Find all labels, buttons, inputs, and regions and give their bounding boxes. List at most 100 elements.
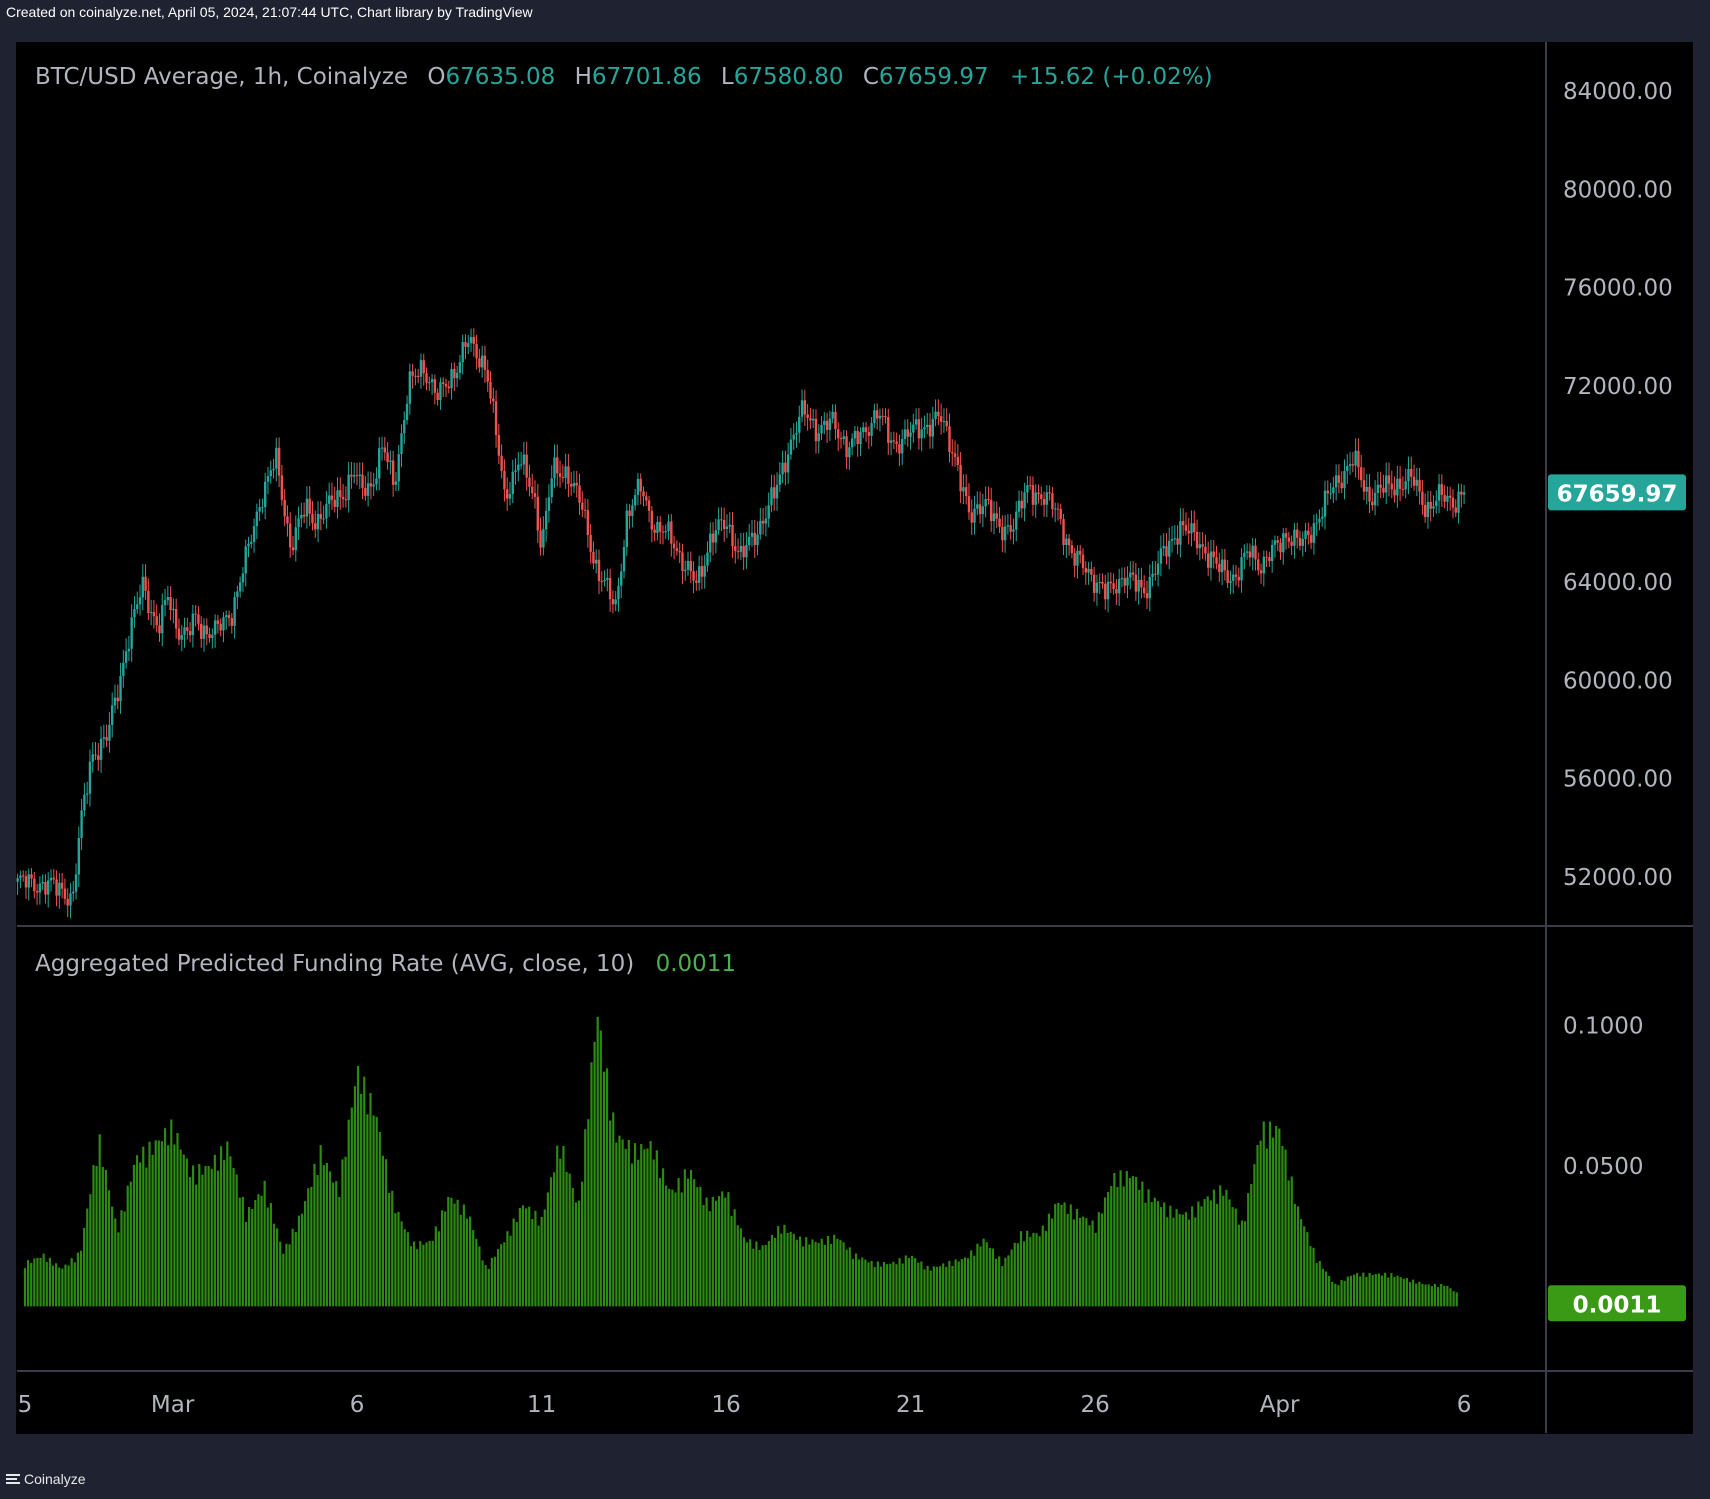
funding-bar[interactable] <box>770 1234 774 1307</box>
funding-bar[interactable] <box>546 1192 549 1307</box>
funding-bar[interactable] <box>223 1160 226 1307</box>
price-candle[interactable] <box>992 501 996 535</box>
funding-bar[interactable] <box>229 1156 232 1307</box>
funding-bar[interactable] <box>926 1265 929 1307</box>
funding-bar[interactable] <box>1044 1230 1047 1307</box>
price-candle[interactable] <box>681 543 684 585</box>
funding-bar[interactable] <box>36 1257 39 1307</box>
price-candle[interactable] <box>817 424 820 454</box>
price-candle[interactable] <box>1284 527 1288 550</box>
price-candle[interactable] <box>1435 490 1438 514</box>
funding-bar[interactable] <box>559 1158 562 1307</box>
price-candle[interactable] <box>97 742 100 771</box>
funding-bar[interactable] <box>1262 1121 1265 1307</box>
price-candle[interactable] <box>289 512 292 558</box>
price-candle[interactable] <box>1232 564 1235 594</box>
funding-bar[interactable] <box>304 1201 307 1307</box>
funding-bar[interactable] <box>1415 1283 1418 1307</box>
funding-bar[interactable] <box>151 1154 154 1307</box>
funding-bar[interactable] <box>101 1166 104 1307</box>
price-candle[interactable] <box>316 501 320 543</box>
price-candle[interactable] <box>1098 573 1101 594</box>
price-candle[interactable] <box>1429 490 1432 522</box>
funding-bar[interactable] <box>1250 1183 1253 1307</box>
price-candle[interactable] <box>998 506 1001 534</box>
price-candle[interactable] <box>767 492 770 528</box>
funding-bar[interactable] <box>431 1240 434 1307</box>
funding-bar[interactable] <box>201 1174 204 1307</box>
funding-bar[interactable] <box>1166 1217 1169 1307</box>
funding-bar[interactable] <box>79 1250 83 1307</box>
funding-bar[interactable] <box>1054 1204 1057 1307</box>
price-candle[interactable] <box>873 403 876 428</box>
price-candle[interactable] <box>166 585 170 606</box>
price-candle[interactable] <box>1040 486 1043 506</box>
funding-bar[interactable] <box>633 1143 637 1307</box>
funding-bar[interactable] <box>142 1146 145 1307</box>
funding-bar[interactable] <box>677 1178 680 1307</box>
funding-bar[interactable] <box>817 1242 820 1307</box>
funding-bar[interactable] <box>1380 1275 1384 1307</box>
price-candle[interactable] <box>1407 456 1410 495</box>
price-candle[interactable] <box>770 474 773 513</box>
funding-bar[interactable] <box>1181 1214 1184 1307</box>
funding-bar[interactable] <box>1203 1199 1206 1307</box>
funding-bar[interactable] <box>1225 1189 1228 1307</box>
funding-bar[interactable] <box>618 1135 621 1307</box>
funding-bar[interactable] <box>630 1163 634 1307</box>
price-candle[interactable] <box>469 328 473 352</box>
price-candle[interactable] <box>1129 561 1132 590</box>
price-candle[interactable] <box>450 362 453 400</box>
funding-bar[interactable] <box>27 1260 30 1307</box>
price-candle[interactable] <box>714 518 718 554</box>
price-candle[interactable] <box>811 409 815 428</box>
funding-bar[interactable] <box>1122 1186 1125 1307</box>
funding-bar[interactable] <box>213 1154 216 1307</box>
price-candle[interactable] <box>695 570 698 591</box>
funding-bar[interactable] <box>966 1258 970 1307</box>
funding-bar[interactable] <box>406 1232 409 1307</box>
price-candle[interactable] <box>595 549 598 574</box>
price-candle[interactable] <box>486 359 489 392</box>
funding-bar[interactable] <box>895 1264 898 1307</box>
funding-bar[interactable] <box>1135 1176 1138 1307</box>
funding-bar[interactable] <box>1393 1276 1396 1307</box>
price-candle[interactable] <box>670 514 673 557</box>
funding-bar[interactable] <box>294 1231 297 1307</box>
price-candle[interactable] <box>1206 541 1210 577</box>
funding-bar[interactable] <box>394 1213 397 1307</box>
funding-bar[interactable] <box>369 1093 372 1307</box>
funding-bar[interactable] <box>1212 1189 1216 1307</box>
funding-bar[interactable] <box>1113 1173 1116 1307</box>
price-candle[interactable] <box>558 460 562 488</box>
funding-bar[interactable] <box>777 1226 780 1307</box>
funding-bar[interactable] <box>1175 1209 1178 1307</box>
price-candle[interactable] <box>942 408 946 433</box>
funding-bar[interactable] <box>167 1145 170 1307</box>
price-candle[interactable] <box>263 472 267 520</box>
price-candle[interactable] <box>692 561 695 594</box>
funding-bar[interactable] <box>92 1165 95 1307</box>
funding-bar[interactable] <box>991 1248 995 1307</box>
funding-bar[interactable] <box>1377 1273 1381 1307</box>
funding-bar[interactable] <box>384 1159 388 1307</box>
price-candle[interactable] <box>386 442 389 470</box>
price-candle[interactable] <box>1037 484 1040 504</box>
funding-bar[interactable] <box>23 1268 27 1307</box>
funding-bar[interactable] <box>1446 1285 1449 1307</box>
price-candle[interactable] <box>948 413 951 463</box>
funding-bar[interactable] <box>836 1238 839 1307</box>
funding-bar[interactable] <box>1421 1283 1424 1307</box>
price-candle[interactable] <box>567 453 570 497</box>
price-candle[interactable] <box>458 355 462 380</box>
price-candle[interactable] <box>99 726 103 773</box>
price-candle[interactable] <box>542 516 545 556</box>
price-candle[interactable] <box>1154 561 1157 581</box>
funding-bar[interactable] <box>1334 1283 1337 1307</box>
funding-bar[interactable] <box>1337 1285 1340 1307</box>
price-candle[interactable] <box>127 635 131 662</box>
funding-bar[interactable] <box>210 1168 213 1307</box>
price-candle[interactable] <box>1023 482 1026 522</box>
price-candle[interactable] <box>269 460 272 484</box>
funding-bar[interactable] <box>291 1228 294 1307</box>
